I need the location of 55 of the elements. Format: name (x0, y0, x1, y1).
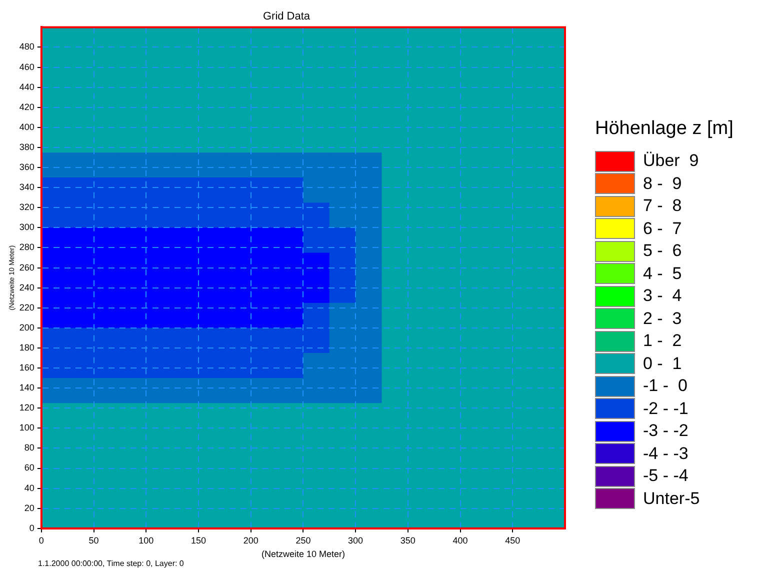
legend-title: Höhenlage z [m] (595, 118, 734, 140)
y-tick-label: 380 (19, 142, 34, 152)
y-tick-label: 160 (19, 362, 34, 372)
color-bar-label: -5 - -4 (643, 466, 688, 486)
y-tick-label: 200 (19, 322, 34, 332)
y-tick-label: 360 (19, 162, 34, 172)
color-bar-label: 2 - 3 (643, 308, 682, 329)
chart-title: Grid Data (262, 10, 311, 23)
color-bar-label: 8 - 9 (643, 174, 682, 194)
color-bar-label: 3 - 4 (643, 286, 682, 306)
y-tick-label: 240 (19, 282, 34, 292)
y-tick-label: 140 (19, 382, 34, 393)
y-tick-label: 60 (24, 462, 34, 473)
y-tick-label: 460 (19, 62, 34, 72)
color-bar-label: -2 - -1 (643, 398, 688, 419)
y-tick-label: 440 (19, 82, 34, 92)
y-tick-label: 480 (19, 42, 34, 52)
y-tick-label: 280 (19, 242, 34, 252)
y-tick-label: 0 (29, 522, 34, 533)
y-tick-label: 100 (19, 422, 34, 433)
color-bar-label: -1 - 0 (643, 376, 688, 396)
color-bar-label: -3 - -2 (643, 421, 688, 442)
color-bar-label: 7 - 8 (643, 196, 682, 216)
color-bar-label: 0 - 1 (643, 354, 682, 374)
y-tick-label: 260 (19, 262, 34, 272)
x-tick-label: 0 (38, 535, 44, 546)
y-tick-label: 400 (19, 122, 34, 132)
x-axis-title: (Netzweite 10 Meter) (261, 549, 345, 560)
x-tick-label: 200 (243, 535, 258, 546)
y-tick-label: 320 (19, 202, 34, 212)
x-tick-label: 400 (452, 535, 468, 546)
x-tick-label: 250 (296, 535, 311, 546)
x-tick-label: 300 (348, 535, 364, 546)
y-tick-label: 220 (19, 302, 34, 312)
color-bar-label: Über 9 (643, 151, 699, 172)
y-tick-label: 340 (19, 182, 34, 192)
x-tick-label: 350 (400, 535, 416, 546)
x-tick-label: 450 (505, 535, 520, 546)
y-tick-label: 300 (19, 222, 34, 232)
x-tick-label: 50 (88, 535, 99, 546)
x-tick-label: 100 (138, 535, 154, 546)
y-tick-label: 40 (24, 482, 34, 493)
color-bar-label: 6 - 7 (643, 218, 682, 239)
color-bar-label: 1 - 2 (643, 331, 682, 352)
y-tick-label: 20 (24, 502, 34, 513)
y-tick-label: 80 (24, 442, 34, 453)
y-tick-label: 420 (19, 102, 34, 112)
color-bar-label: 5 - 6 (643, 241, 682, 262)
text: 1.1.2000 00:00:00, Time step: 0, Layer: 0 (38, 559, 185, 568)
x-tick-label: 150 (190, 535, 206, 546)
y-tick-label: 180 (19, 342, 34, 352)
color-bar-label: Unter-5 (643, 488, 700, 509)
color-bar-label: -4 - -3 (643, 444, 688, 464)
y-tick-label: 120 (19, 402, 34, 413)
color-bar-label: 4 - 5 (643, 264, 682, 284)
